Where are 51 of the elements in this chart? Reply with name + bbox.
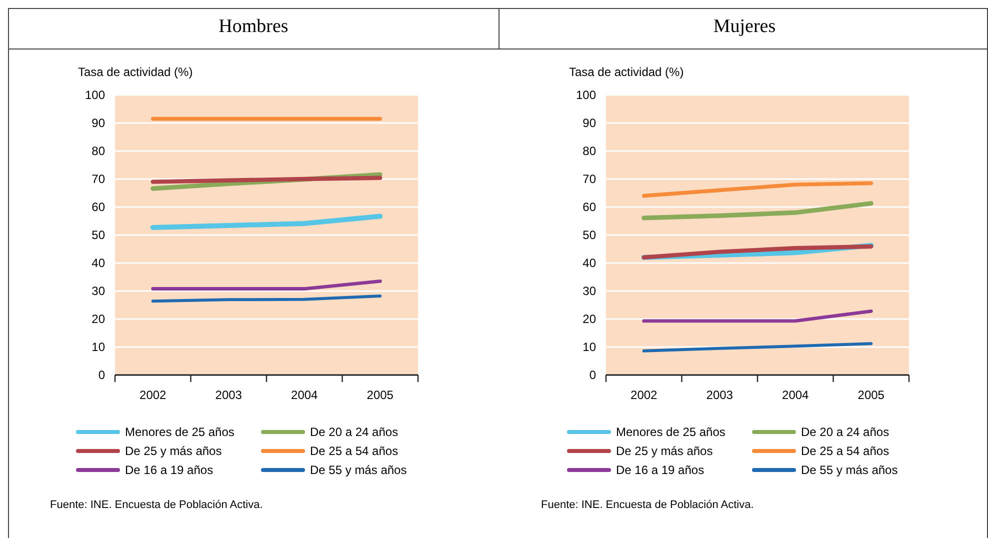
y-tick-label: 60: [582, 200, 596, 214]
legend-label: De 20 a 24 años: [310, 425, 398, 439]
chart-title: Hombres: [218, 16, 288, 37]
line-series: [642, 342, 873, 352]
y-tick-label: 90: [92, 116, 106, 130]
y-tick-label: 70: [92, 172, 106, 186]
legend-label: De 55 y más años: [801, 463, 898, 477]
x-tick-label: 2003: [215, 388, 242, 402]
y-tick-label: 30: [92, 284, 106, 298]
y-tick-label: 0: [589, 368, 596, 382]
y-tick-label: 60: [92, 200, 106, 214]
y-tick-label: 40: [582, 256, 596, 270]
legend-label: De 25 y más años: [616, 444, 713, 458]
legend-label: De 25 y más años: [125, 444, 222, 458]
x-tick-label: 2005: [366, 388, 394, 402]
source-note: Fuente: INE. Encuesta de Población Activa.: [541, 499, 754, 511]
legend-label: De 16 a 19 años: [616, 463, 704, 477]
y-tick-label: 100: [84, 88, 106, 102]
x-tick-label: 2004: [782, 388, 810, 402]
x-tick-label: 2004: [291, 388, 318, 402]
y-tick-label: 40: [92, 256, 106, 270]
x-tick-label: 2002: [140, 388, 167, 402]
y-axis-title: Tasa de actividad (%): [569, 65, 684, 79]
line-series: [642, 181, 874, 198]
line-series: [642, 201, 874, 220]
y-tick-label: 20: [582, 312, 596, 326]
x-tick-label: 2003: [706, 388, 734, 402]
legend-label: De 55 y más años: [310, 463, 407, 477]
x-tick-label: 2005: [858, 388, 885, 402]
y-tick-label: 90: [582, 116, 596, 130]
y-tick-label: 70: [582, 172, 596, 186]
y-tick-label: 20: [92, 312, 106, 326]
y-tick-label: 80: [582, 144, 596, 158]
y-tick-label: 80: [92, 144, 106, 158]
x-tick-label: 2002: [630, 388, 658, 402]
y-tick-label: 0: [98, 368, 106, 382]
legend-label: Menores de 25 años: [616, 425, 726, 439]
source-note: Fuente: INE. Encuesta de Población Activa.: [50, 499, 263, 511]
legend-label: De 25 a 54 años: [310, 444, 398, 458]
y-tick-label: 30: [582, 284, 596, 298]
legend-label: Menores de 25 años: [125, 425, 234, 439]
y-tick-label: 10: [582, 340, 596, 354]
y-tick-label: 10: [92, 340, 106, 354]
legend-label: De 20 a 24 años: [801, 425, 890, 439]
chart-title: Mujeres: [713, 16, 776, 37]
legend-label: De 25 a 54 años: [801, 444, 890, 458]
legend-label: De 16 a 19 años: [125, 463, 214, 477]
y-tick-label: 50: [582, 228, 596, 242]
y-axis-title: Tasa de actividad (%): [78, 65, 193, 79]
y-tick-label: 100: [576, 88, 596, 102]
y-tick-label: 50: [92, 228, 106, 242]
